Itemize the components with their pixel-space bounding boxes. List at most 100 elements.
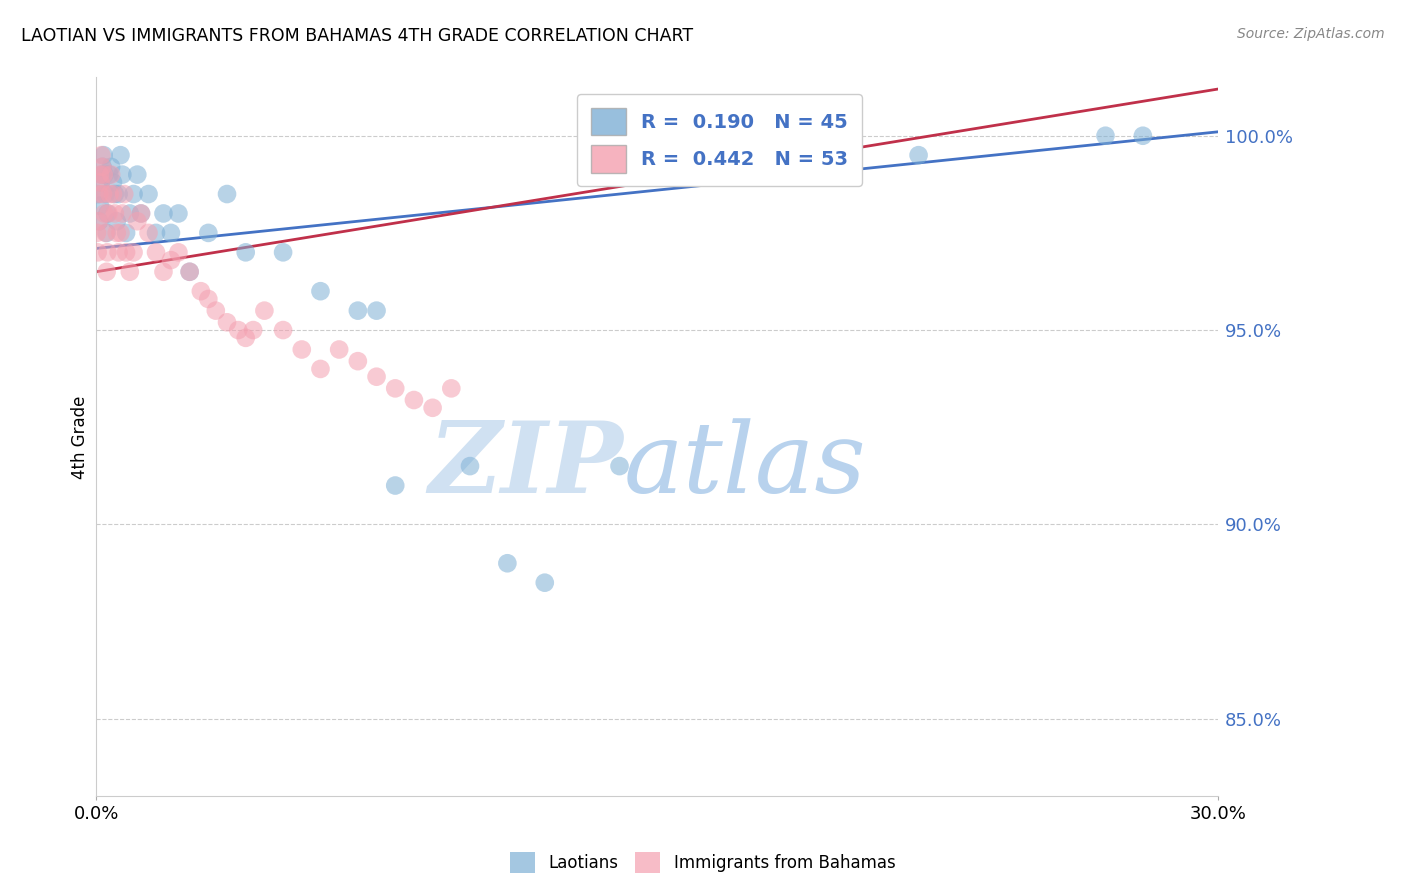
Point	[96, 226, 118, 240]
Point	[1132, 128, 1154, 143]
Point	[98, 187, 121, 202]
Point	[138, 187, 160, 202]
Point	[271, 245, 294, 260]
Y-axis label: 4th Grade: 4th Grade	[72, 395, 89, 479]
Point	[104, 187, 127, 202]
Point	[101, 187, 124, 202]
Point	[104, 206, 127, 220]
Point	[160, 253, 183, 268]
Point	[235, 331, 257, 345]
Point	[271, 323, 294, 337]
Point	[242, 323, 264, 337]
Point	[907, 148, 929, 162]
Point	[197, 226, 219, 240]
Point	[89, 168, 111, 182]
Point	[90, 168, 112, 182]
Point	[105, 214, 128, 228]
Point	[101, 175, 124, 189]
Point	[204, 303, 226, 318]
Point	[97, 206, 120, 220]
Legend: R =  0.190   N = 45, R =  0.442   N = 53: R = 0.190 N = 45, R = 0.442 N = 53	[576, 95, 862, 186]
Point	[96, 245, 118, 260]
Point	[422, 401, 444, 415]
Point	[89, 214, 111, 228]
Point	[1094, 128, 1116, 143]
Point	[190, 284, 212, 298]
Point	[93, 148, 115, 162]
Point	[91, 160, 114, 174]
Point	[235, 245, 257, 260]
Point	[197, 292, 219, 306]
Point	[87, 187, 110, 202]
Point	[167, 245, 190, 260]
Text: ZIP: ZIP	[429, 417, 623, 514]
Point	[89, 199, 111, 213]
Point	[402, 392, 425, 407]
Point	[215, 315, 238, 329]
Point	[115, 245, 138, 260]
Point	[112, 187, 135, 202]
Point	[145, 245, 167, 260]
Point	[90, 175, 112, 189]
Point	[100, 168, 122, 182]
Point	[105, 226, 128, 240]
Point	[533, 575, 555, 590]
Point	[100, 160, 122, 174]
Point	[328, 343, 350, 357]
Point	[94, 226, 117, 240]
Point	[138, 226, 160, 240]
Point	[118, 206, 141, 220]
Point	[609, 459, 631, 474]
Point	[129, 206, 152, 220]
Point	[111, 168, 134, 182]
Point	[118, 265, 141, 279]
Point	[152, 265, 174, 279]
Text: LAOTIAN VS IMMIGRANTS FROM BAHAMAS 4TH GRADE CORRELATION CHART: LAOTIAN VS IMMIGRANTS FROM BAHAMAS 4TH G…	[21, 27, 693, 45]
Point	[86, 245, 108, 260]
Point	[110, 226, 132, 240]
Legend: Laotians, Immigrants from Bahamas: Laotians, Immigrants from Bahamas	[503, 846, 903, 880]
Point	[496, 556, 519, 570]
Point	[96, 265, 118, 279]
Text: atlas: atlas	[623, 418, 866, 514]
Point	[87, 214, 110, 228]
Point	[91, 187, 114, 202]
Point	[96, 206, 118, 220]
Point	[86, 226, 108, 240]
Point	[347, 303, 370, 318]
Point	[129, 206, 152, 220]
Point	[226, 323, 249, 337]
Text: Source: ZipAtlas.com: Source: ZipAtlas.com	[1237, 27, 1385, 41]
Point	[152, 206, 174, 220]
Point	[111, 206, 134, 220]
Point	[215, 187, 238, 202]
Point	[93, 168, 115, 182]
Point	[145, 226, 167, 240]
Point	[90, 148, 112, 162]
Point	[167, 206, 190, 220]
Point	[110, 148, 132, 162]
Point	[93, 168, 115, 182]
Point	[122, 187, 145, 202]
Point	[93, 206, 115, 220]
Point	[89, 187, 111, 202]
Point	[115, 226, 138, 240]
Point	[440, 381, 463, 395]
Point	[179, 265, 201, 279]
Point	[291, 343, 314, 357]
Point	[122, 245, 145, 260]
Point	[309, 362, 332, 376]
Point	[91, 160, 114, 174]
Point	[90, 175, 112, 189]
Point	[179, 265, 201, 279]
Point	[384, 478, 406, 492]
Point	[127, 168, 149, 182]
Point	[458, 459, 481, 474]
Point	[98, 168, 121, 182]
Point	[253, 303, 276, 318]
Point	[94, 187, 117, 202]
Point	[107, 187, 129, 202]
Point	[347, 354, 370, 368]
Point	[366, 303, 388, 318]
Point	[127, 214, 149, 228]
